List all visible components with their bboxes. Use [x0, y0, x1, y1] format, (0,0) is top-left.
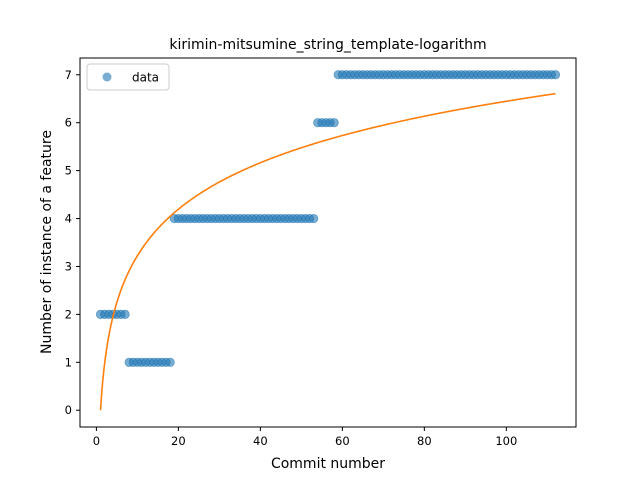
legend-label-data: data [132, 71, 159, 85]
x-tick-label: 60 [335, 434, 350, 448]
fit-line [99, 92, 556, 411]
y-tick-label: 6 [65, 116, 72, 130]
y-axis-label: Number of instance of a feature [39, 130, 55, 354]
y-tick-label: 3 [65, 259, 72, 273]
x-tick-label: 100 [495, 434, 517, 448]
y-tick-label: 7 [65, 68, 72, 82]
legend: data [86, 63, 170, 91]
x-axis-label: Commit number [271, 456, 385, 472]
legend-box [86, 63, 170, 91]
y-tick-label: 4 [65, 212, 72, 226]
plot-frame [79, 57, 577, 428]
chart-title: kirimin-mitsumine_string_template-logari… [169, 37, 486, 53]
legend-marker-data [102, 72, 112, 82]
data-points [95, 70, 561, 367]
data-point [550, 70, 561, 80]
x-tick-label: 20 [171, 434, 186, 448]
plot-area: 0 20 40 60 80 100 0 1 2 3 4 5 6 7 [65, 57, 577, 448]
y-tick-label: 5 [65, 164, 72, 178]
x-ticks: 0 20 40 60 80 100 [93, 427, 517, 448]
data-point [309, 213, 319, 224]
data-point [329, 118, 339, 128]
data-point [120, 309, 130, 319]
y-ticks: 0 1 2 3 4 5 6 7 [65, 68, 80, 417]
y-tick-label: 2 [65, 307, 72, 321]
y-tick-label: 1 [65, 355, 72, 369]
data-point [165, 357, 175, 367]
x-tick-label: 0 [93, 434, 100, 448]
fit-curve [99, 92, 556, 411]
x-tick-label: 40 [253, 434, 268, 448]
x-tick-label: 80 [417, 434, 432, 448]
y-tick-label: 0 [65, 403, 72, 417]
